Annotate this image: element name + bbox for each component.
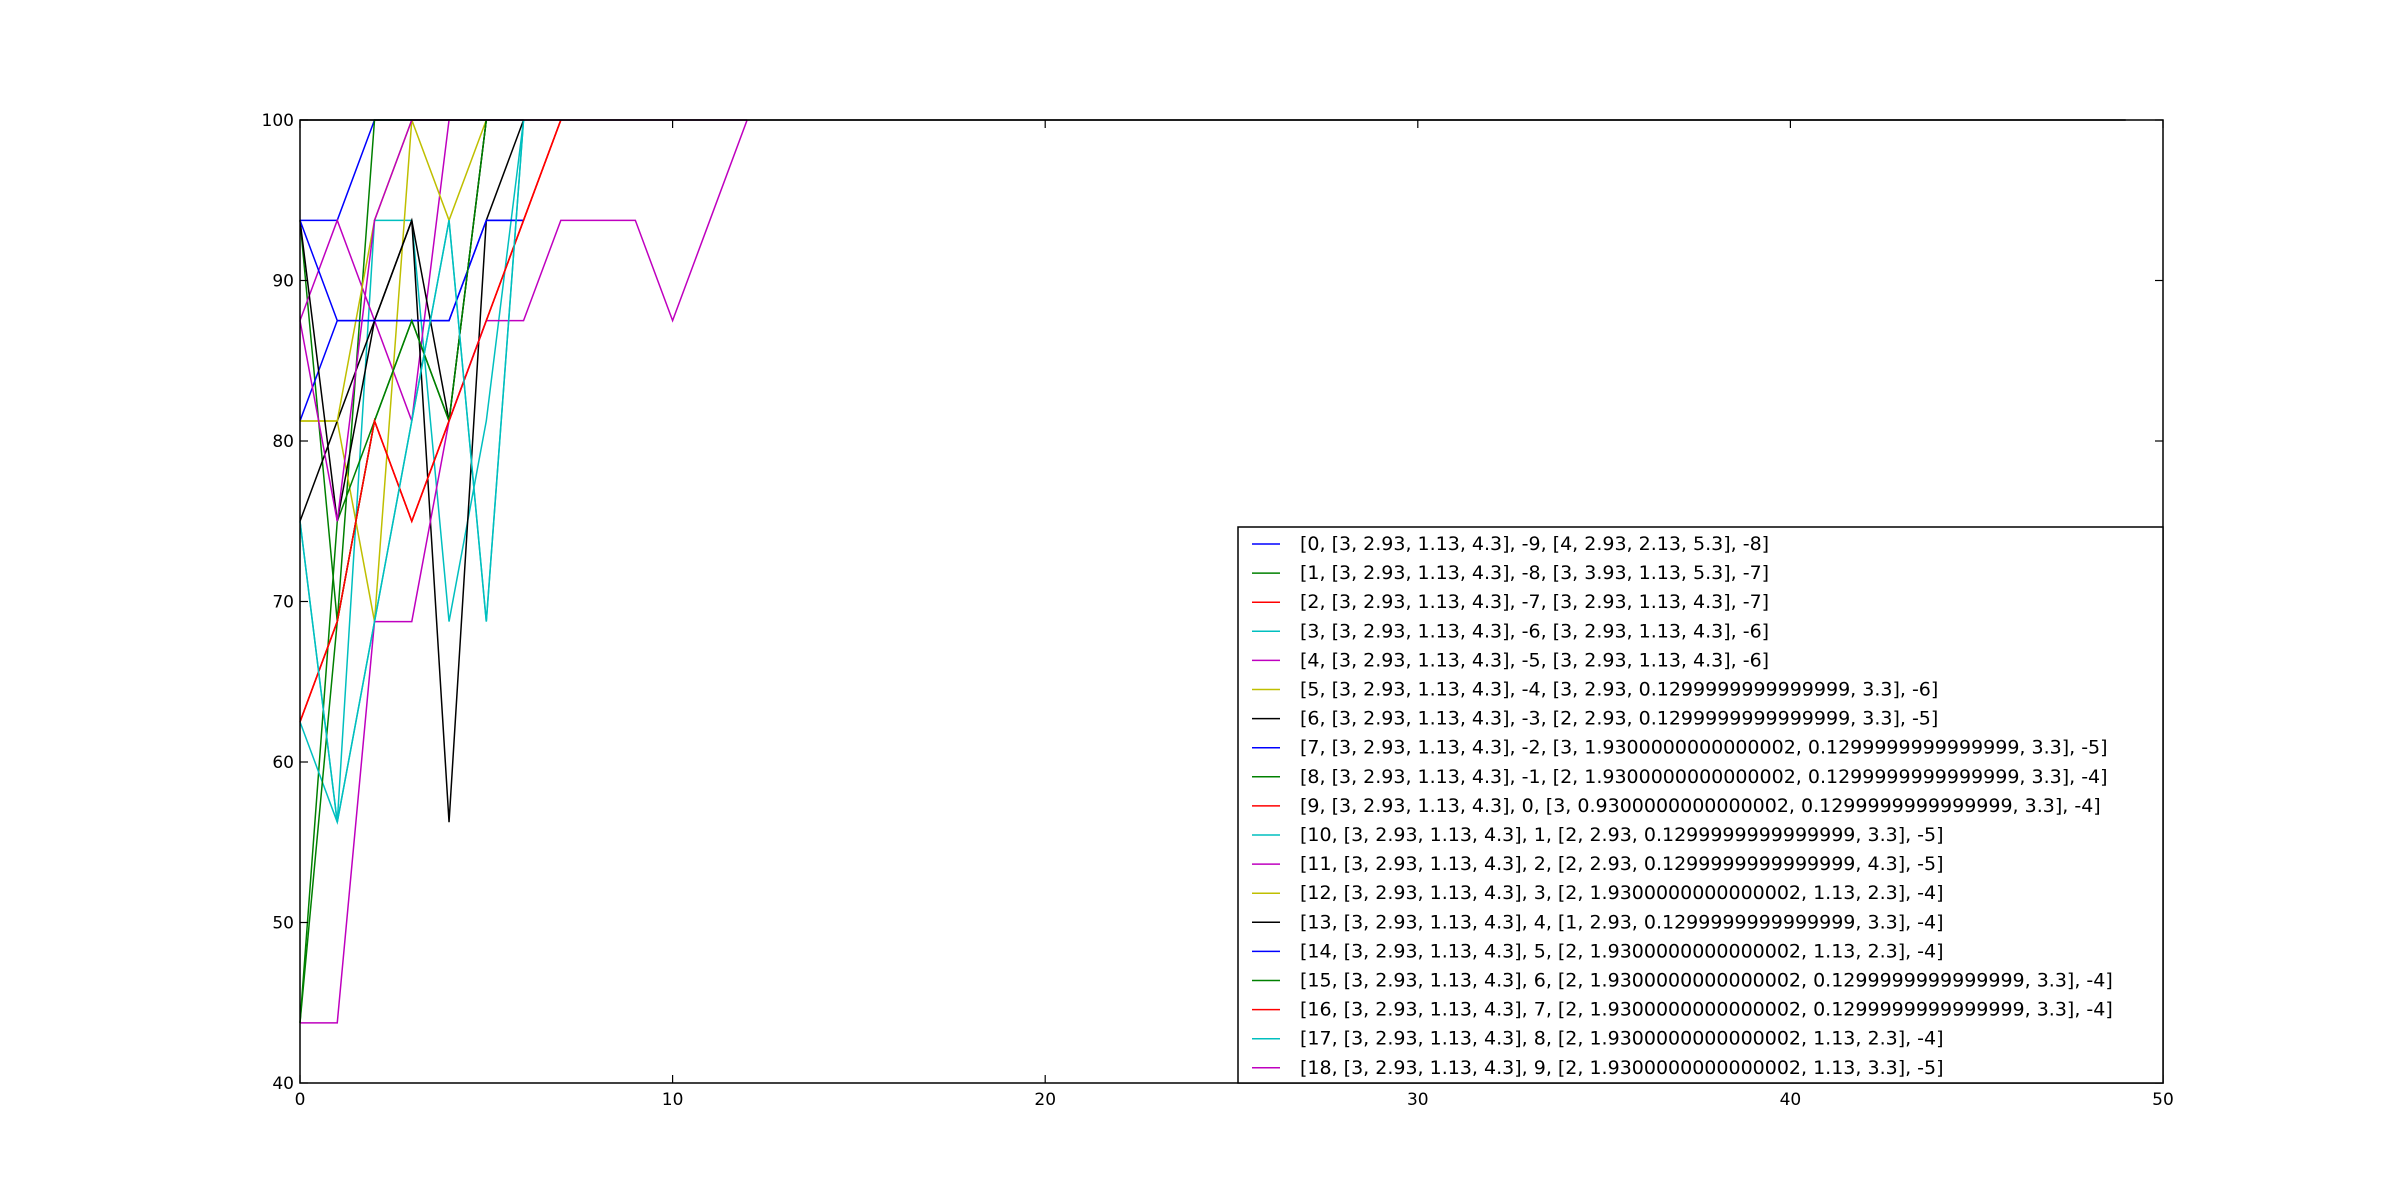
y-tick-label: 60 <box>272 753 294 773</box>
legend-label-15: [15, [3, 2.93, 1.13, 4.3], 6, [2, 1.9300… <box>1300 970 2113 992</box>
legend-label-8: [8, [3, 2.93, 1.13, 4.3], -1, [2, 1.9300… <box>1300 766 2108 788</box>
legend-label-16: [16, [3, 2.93, 1.13, 4.3], 7, [2, 1.9300… <box>1300 999 2113 1021</box>
legend-label-12: [12, [3, 2.93, 1.13, 4.3], 3, [2, 1.9300… <box>1300 882 1944 904</box>
legend-label-9: [9, [3, 2.93, 1.13, 4.3], 0, [3, 0.93000… <box>1300 795 2101 817</box>
legend-box <box>1237 526 2164 1084</box>
x-tick-label: 50 <box>2152 1090 2174 1110</box>
y-tick-label: 90 <box>272 272 294 292</box>
legend-label-0: [0, [3, 2.93, 1.13, 4.3], -9, [4, 2.93, … <box>1300 533 1769 555</box>
y-tick-label: 40 <box>272 1074 294 1094</box>
legend-label-4: [4, [3, 2.93, 1.13, 4.3], -5, [3, 2.93, … <box>1300 649 1769 671</box>
legend-label-10: [10, [3, 2.93, 1.13, 4.3], 1, [2, 2.93, … <box>1300 824 1944 846</box>
x-tick-label: 40 <box>1780 1090 1802 1110</box>
y-tick-label: 100 <box>262 111 294 131</box>
legend-label-6: [6, [3, 2.93, 1.13, 4.3], -3, [2, 2.93, … <box>1300 708 1938 730</box>
legend-label-3: [3, [3, 2.93, 1.13, 4.3], -6, [3, 2.93, … <box>1300 620 1769 642</box>
legend-label-7: [7, [3, 2.93, 1.13, 4.3], -2, [3, 1.9300… <box>1300 737 2108 759</box>
y-tick-label: 50 <box>272 914 294 934</box>
series-line-17 <box>299 119 525 823</box>
series-line-16 <box>299 119 562 723</box>
legend-label-1: [1, [3, 2.93, 1.13, 4.3], -8, [3, 3.93, … <box>1300 562 1769 584</box>
legend-label-17: [17, [3, 2.93, 1.13, 4.3], 8, [2, 1.9300… <box>1300 1028 1944 1050</box>
legend-label-14: [14, [3, 2.93, 1.13, 4.3], 5, [2, 1.9300… <box>1300 940 1944 962</box>
legend-label-5: [5, [3, 2.93, 1.13, 4.3], -4, [3, 2.93, … <box>1300 679 1938 701</box>
x-tick-label: 30 <box>1407 1090 1429 1110</box>
legend-label-18: [18, [3, 2.93, 1.13, 4.3], 9, [2, 1.9300… <box>1300 1057 1944 1079</box>
legend-label-11: [11, [3, 2.93, 1.13, 4.3], 2, [2, 2.93, … <box>1300 853 1944 875</box>
x-tick-label: 0 <box>295 1090 306 1110</box>
ticks-layer: 0 10 20 30 40 50 40 50 60 70 80 90 100 <box>262 111 2174 1110</box>
series-line-15 <box>299 119 488 1023</box>
x-tick-label: 20 <box>1034 1090 1056 1110</box>
y-tick-label: 70 <box>272 593 294 613</box>
legend-label-2: [2, [3, 2.93, 1.13, 4.3], -7, [3, 2.93, … <box>1300 591 1769 613</box>
legend: [0, [3, 2.93, 1.13, 4.3], -9, [4, 2.93, … <box>1237 526 2164 1084</box>
y-tick-label: 80 <box>272 432 294 452</box>
legend-label-13: [13, [3, 2.93, 1.13, 4.3], 4, [1, 2.93, … <box>1300 911 1944 933</box>
x-tick-label: 10 <box>662 1090 684 1110</box>
